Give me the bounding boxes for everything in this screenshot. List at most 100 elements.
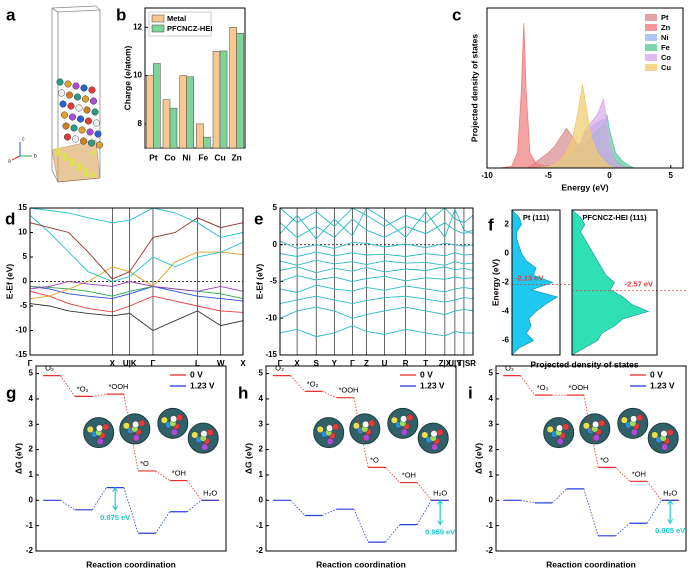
- panel-letter: h: [238, 383, 248, 402]
- charge-density: [69, 157, 75, 163]
- y-tick-label: -2: [256, 546, 264, 555]
- atom: [201, 443, 209, 451]
- atom: [556, 437, 564, 445]
- plot-frame: [144, 7, 246, 149]
- atom: [67, 102, 75, 110]
- x-tick-label: T|S: [458, 359, 471, 368]
- x-axis-label: Reaction coordination: [86, 559, 176, 569]
- arrow-head: [112, 486, 119, 511]
- atom: [598, 419, 606, 427]
- atom: [556, 424, 564, 432]
- legend-swatch: [151, 24, 165, 33]
- x-tick-label: S: [314, 359, 320, 368]
- plot-frame: [495, 365, 687, 552]
- atom: [56, 78, 64, 86]
- atom: [546, 425, 554, 433]
- y-tick-label: -4: [502, 307, 510, 316]
- legend-label: Cu: [661, 63, 671, 72]
- band: [279, 251, 474, 257]
- band: [279, 295, 474, 305]
- charge-density: [90, 172, 96, 178]
- y-tick-label: -10: [15, 326, 27, 335]
- band: [279, 306, 474, 319]
- band: [279, 284, 474, 293]
- atom: [436, 428, 444, 436]
- state-label: *OOH: [568, 383, 588, 392]
- atom: [76, 115, 84, 123]
- arrow-head: [667, 499, 674, 525]
- y-tick-label: 15: [18, 203, 27, 212]
- atom: [582, 422, 590, 430]
- legend-label: Pt: [661, 13, 669, 22]
- plot-frame: [279, 207, 474, 356]
- atom: [92, 119, 100, 127]
- atom: [86, 425, 94, 433]
- charge-density: [69, 161, 75, 167]
- state-label: *O₃: [537, 383, 549, 392]
- y-tick-label: -1: [256, 521, 264, 530]
- atom: [170, 428, 178, 436]
- charge-density: [62, 156, 68, 162]
- legend-label: 0 V: [420, 369, 433, 379]
- atom: [326, 437, 334, 445]
- band: [29, 214, 244, 282]
- x-tick-label: Z|X: [439, 359, 452, 368]
- y-axis-label: ΔG (eV): [13, 443, 23, 474]
- d-band-label: -2.13 eV: [515, 273, 543, 282]
- atom: [400, 415, 408, 423]
- connector: [646, 481, 662, 501]
- state-label: *O: [600, 455, 609, 464]
- legend-label: 0 V: [650, 369, 663, 379]
- y-axis-label: ΔG (eV): [473, 443, 483, 474]
- y-tick-label: 12: [133, 22, 142, 31]
- connector: [155, 511, 171, 534]
- connector: [60, 375, 76, 397]
- plot-frame: [35, 365, 227, 552]
- atom: [636, 414, 644, 422]
- legend-label: Zn: [661, 23, 671, 32]
- state-label: *O: [370, 455, 379, 464]
- atom: [70, 124, 78, 132]
- atom: [87, 139, 95, 147]
- y-tick-label: -5: [270, 277, 278, 286]
- x-axis-label: Reaction coordination: [546, 559, 636, 569]
- atom: [206, 428, 214, 436]
- panel-letter: a: [6, 5, 16, 24]
- x-tick-label: 0: [607, 171, 612, 180]
- atom: [316, 425, 324, 433]
- state-label: H₂O: [433, 488, 447, 497]
- band: [29, 217, 244, 280]
- axis-label: a: [8, 158, 11, 164]
- atom: [83, 106, 91, 114]
- x-tick-label: 5: [669, 171, 674, 180]
- band: [29, 303, 244, 332]
- y-tick-label: 5: [489, 369, 494, 378]
- axis-arrow: [11, 155, 21, 161]
- legend-swatch: [645, 24, 657, 31]
- y-tick-label: -1: [26, 521, 34, 530]
- bar: [229, 27, 237, 149]
- connector: [615, 467, 631, 482]
- state-label: O₂: [275, 364, 284, 373]
- legend-label: 0 V: [190, 369, 203, 379]
- x-tick-label: U|Y: [448, 359, 462, 368]
- state-label: *OH: [172, 469, 186, 478]
- y-tick-label: 4: [29, 394, 34, 403]
- atom: [562, 423, 570, 431]
- x-tick-label: -10: [481, 171, 493, 180]
- atom: [102, 423, 110, 431]
- atom: [326, 424, 334, 432]
- dos-area: [571, 209, 650, 356]
- bar: [203, 136, 211, 149]
- charge-density: [55, 151, 61, 157]
- connector: [615, 522, 631, 537]
- state-label: H₂O: [203, 488, 217, 497]
- d-band-label: -2.57 eV: [625, 280, 653, 289]
- connector: [520, 375, 536, 396]
- atom: [64, 80, 72, 88]
- connector: [551, 488, 567, 504]
- atom: [89, 97, 97, 105]
- legend-swatch: [151, 14, 165, 23]
- bar: [186, 76, 194, 149]
- atom: [61, 111, 69, 119]
